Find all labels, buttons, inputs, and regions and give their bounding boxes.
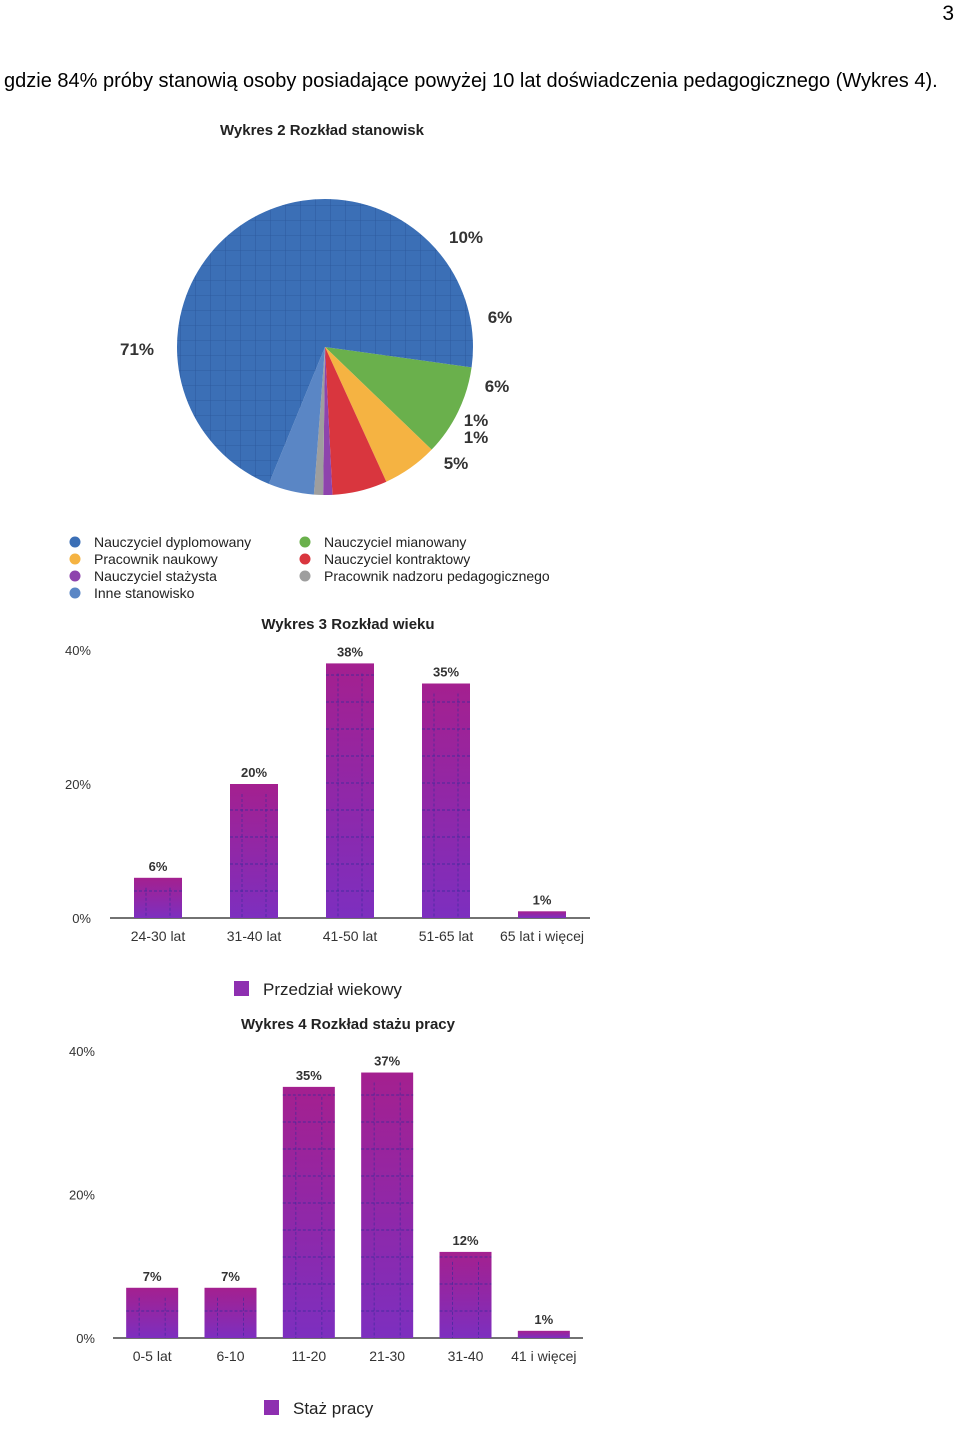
- pie-slice-5: [313, 347, 325, 495]
- legend-marker-0: [69, 536, 81, 548]
- bar-0: [126, 1287, 179, 1338]
- legend-label-5: Pracownik nadzoru pedagogicznego: [324, 568, 550, 584]
- data-label-2: 38%: [337, 644, 363, 659]
- legend-marker-1: [299, 536, 311, 548]
- bar-1: [204, 1287, 257, 1338]
- data-label-3: 37%: [374, 1054, 400, 1069]
- bar-4: [439, 1251, 492, 1338]
- category-label-3: 21-30: [369, 1348, 405, 1364]
- pie-chart-positions: Wykres 2 Rozkład stanowisk 10% 6% 6% 1%1% 5%…: [69, 122, 550, 600]
- pie-label-0: 71%: [120, 340, 154, 359]
- category-label-2: 11-20: [291, 1348, 326, 1364]
- data-label-4: 12%: [452, 1233, 478, 1248]
- page-number: 3: [942, 2, 954, 25]
- legend-swatch: [264, 1400, 279, 1415]
- seniority-bar-chart: Wykres 4 Rozkład stażu pracy 0% 20% 40% 7%…: [69, 1016, 583, 1418]
- y-tick-1: 20%: [65, 777, 91, 792]
- bar-2: [326, 663, 374, 918]
- data-label-1: 20%: [241, 765, 267, 780]
- pie-label-1: 10%: [449, 228, 483, 247]
- legend-label-4: Nauczyciel stażysta: [94, 568, 217, 584]
- category-label-2: 41-50 lat: [323, 928, 378, 944]
- legend-label-0: Nauczyciel dyplomowany: [94, 534, 251, 550]
- category-label-4: 65 lat i więcej: [500, 928, 584, 944]
- category-label-3: 51-65 lat: [419, 928, 474, 944]
- bar-1: [230, 784, 278, 918]
- pie-slice-grid: [176, 199, 473, 484]
- intro-paragraph: gdzie 84% próby stanowią osoby posiadają…: [4, 70, 938, 92]
- pie-label-3: 6%: [485, 377, 510, 396]
- pie-label-5: 1%: [464, 428, 489, 447]
- data-label-2: 35%: [296, 1068, 322, 1083]
- pie-title: Wykres 2 Rozkład stanowisk: [220, 122, 425, 139]
- legend-marker-6: [69, 587, 81, 599]
- bar-4: [518, 911, 566, 918]
- pie-label-4: 1%: [464, 411, 489, 430]
- category-label-0: 24-30 lat: [131, 928, 186, 944]
- legend-label: Przedział wiekowy: [263, 980, 402, 999]
- legend-label: Staż pracy: [293, 1399, 374, 1418]
- category-label-0: 0-5 lat: [133, 1348, 172, 1364]
- bar-5: [517, 1330, 570, 1338]
- legend-marker-5: [299, 570, 311, 582]
- legend-label-3: Nauczyciel kontraktowy: [324, 551, 470, 567]
- y-tick-0: 0%: [76, 1331, 95, 1346]
- pie-slice-3: [325, 347, 387, 495]
- pie-slice-1: [325, 347, 472, 450]
- data-label-4: 1%: [533, 892, 552, 907]
- pie-slice-2: [325, 347, 432, 482]
- y-tick-2: 40%: [69, 1044, 95, 1059]
- age-bar-chart: Wykres 3 Rozkład wieku 0% 20% 40% 6% 24-30 …: [65, 616, 590, 999]
- pie-slice-4: [323, 347, 333, 495]
- y-tick-0: 0%: [72, 911, 91, 926]
- legend-marker-2: [69, 553, 81, 565]
- category-label-5: 41 i więcej: [511, 1348, 576, 1364]
- legend-swatch: [234, 981, 249, 996]
- seniority-chart-title: Wykres 4 Rozkład stażu pracy: [241, 1016, 456, 1033]
- data-label-3: 35%: [433, 665, 459, 680]
- legend-marker-3: [299, 553, 311, 565]
- data-label-0: 7%: [143, 1269, 162, 1284]
- age-chart-title: Wykres 3 Rozkład wieku: [261, 616, 434, 633]
- y-tick-2: 40%: [65, 643, 91, 658]
- legend-label-6: Inne stanowisko: [94, 585, 195, 600]
- pie-slice-6: [268, 347, 325, 495]
- category-label-1: 31-40 lat: [227, 928, 282, 944]
- bar-3: [361, 1072, 414, 1338]
- bar-0: [134, 877, 182, 918]
- pie-label-6: 5%: [444, 454, 469, 473]
- data-label-1: 7%: [221, 1269, 240, 1284]
- bar-2: [282, 1086, 335, 1338]
- bar-3: [422, 683, 470, 918]
- data-label-5: 1%: [534, 1312, 553, 1327]
- category-label-4: 31-40: [448, 1348, 484, 1364]
- legend-label-2: Pracownik naukowy: [94, 551, 218, 567]
- pie-label-2: 6%: [488, 308, 513, 327]
- legend-label-1: Nauczyciel mianowany: [324, 534, 466, 550]
- data-label-0: 6%: [149, 859, 168, 874]
- y-tick-1: 20%: [69, 1188, 95, 1203]
- legend-marker-4: [69, 570, 81, 582]
- category-label-1: 6-10: [216, 1348, 244, 1364]
